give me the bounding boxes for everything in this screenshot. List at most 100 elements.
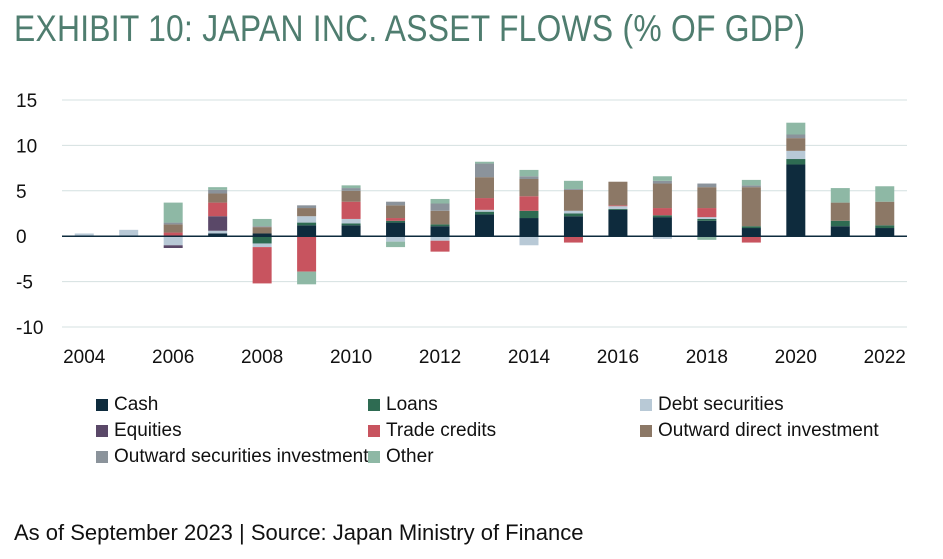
legend-swatch [368,425,380,437]
bar-stack-2005 [119,229,139,237]
legend-item-outward-securities-investment: Outward securities investment [96,444,369,470]
bar-segment-loans [563,213,583,217]
bar-segment-trade-credits [430,240,450,252]
bar-segment-outward-direct-investment [697,187,717,209]
legend-label: Outward securities investment [114,446,369,467]
bar-segment-outward-securities-investment [563,188,583,190]
legend-item-outward-direct-investment: Outward direct investment [640,418,879,444]
bar-stack-2007 [208,187,228,237]
legend-swatch [96,451,108,463]
legend-item-trade-credits: Trade credits [368,418,496,444]
bar-stack-2004 [74,233,94,237]
bar-segment-cash [341,225,361,237]
bar-segment-outward-direct-investment [875,201,895,226]
bar-segment-trade-credits [608,205,628,207]
bar-segment-debt-securities [74,233,94,237]
bar-stack-2017 [652,176,672,239]
bar-segment-cash [608,209,628,237]
chart-legend: Cash Loans Debt securities Equities Trade cr… [96,392,896,476]
bar-segment-outward-securities-investment [430,203,450,211]
bar-segment-cash [519,218,539,237]
y-tick-label: -10 [16,318,43,339]
bar-segment-outward-direct-investment [741,187,761,227]
bar-stack-2012 [430,198,450,252]
bar-segment-cash [386,222,406,237]
y-tick-label: 15 [16,91,37,112]
bar-segment-outward-direct-investment [475,177,494,199]
bar-segment-outward-securities-investment [386,201,406,206]
bar-segment-loans [386,220,406,223]
bar-segment-trade-credits [163,232,183,237]
bar-segment-outward-direct-investment [252,227,272,234]
y-axis-tick-labels: 15 10 5 0 -5 -10 [16,91,43,339]
bar-stack-2013 [475,161,494,237]
bar-segment-other [519,169,539,177]
bar-segment-other [386,241,406,248]
bar-segment-outward-securities-investment [697,183,717,188]
legend-label: Loans [386,394,438,415]
bar-segment-trade-credits [252,247,272,284]
bar-segment-equities [208,216,228,231]
bar-segment-outward-direct-investment [786,138,806,151]
x-tick-label: 2006 [152,347,194,368]
y-tick-label: 0 [16,227,27,248]
bar-stack-2021 [830,188,850,237]
bar-segment-loans [608,208,628,210]
bar-segment-loans [341,223,361,226]
bar-segment-outward-securities-investment [475,163,494,178]
x-tick-label: 2014 [508,347,551,368]
bar-segment-outward-direct-investment [519,178,539,197]
bar-segment-cash [252,233,272,237]
x-tick-label: 2020 [775,347,817,368]
chart-title: EXHIBIT 10: JAPAN INC. ASSET FLOWS (% OF… [14,8,806,49]
bar-stack-2018 [697,183,717,240]
bar-segment-other [208,187,228,190]
bar-stack-2009 [297,205,317,285]
bar-stack-2016 [608,181,628,237]
bar-segment-debt-securities [163,237,183,246]
bar-segment-loans [297,222,317,226]
bar-segment-loans [252,236,272,244]
bar-segment-trade-credits [697,208,717,218]
legend-swatch [640,399,652,411]
bar-segment-outward-securities-investment [163,222,183,225]
bar-segment-debt-securities [786,150,806,160]
source-note: As of September 2023 | Source: Japan Min… [14,520,584,545]
bar-stack-2015 [563,180,583,243]
bar-segment-outward-securities-investment [252,226,272,228]
bar-segment-outward-securities-investment [297,205,317,209]
bar-segment-trade-credits [563,236,583,243]
y-tick-label: -5 [16,273,33,294]
bar-segment-outward-direct-investment [430,210,450,225]
bar-segment-other [563,180,583,189]
bar-segment-debt-securities [430,236,450,241]
legend-item-debt-securities: Debt securities [640,392,784,418]
bar-segment-outward-direct-investment [563,189,583,211]
bar-stack-2014 [519,169,539,246]
bar-stack-2020 [786,122,806,237]
bar-segment-outward-direct-investment [830,202,850,221]
x-tick-label: 2012 [419,347,461,368]
bar-segment-outward-direct-investment [652,183,672,209]
bar-segment-outward-securities-investment [519,176,539,179]
legend-item-loans: Loans [368,392,438,418]
bar-segment-other [163,202,183,223]
bar-segment-trade-credits [386,218,406,221]
bar-segment-debt-securities [252,243,272,248]
bar-segment-other [297,271,317,285]
bar-segment-loans [430,224,450,227]
x-tick-label: 2008 [241,347,283,368]
legend-swatch [96,399,108,411]
bar-segment-debt-securities [297,216,317,223]
bar-stack-2008 [252,218,272,284]
bar-segment-cash [741,228,761,237]
bar-segment-other [475,161,494,164]
bar-segment-debt-securities [519,236,539,246]
bar-segment-other [341,185,361,189]
bar-segment-other [786,122,806,135]
bar-segment-other [252,218,272,227]
bar-segment-cash [297,225,317,237]
bar-stack-2010 [341,185,361,237]
legend-swatch [368,399,380,411]
bar-segment-cash [830,226,850,237]
